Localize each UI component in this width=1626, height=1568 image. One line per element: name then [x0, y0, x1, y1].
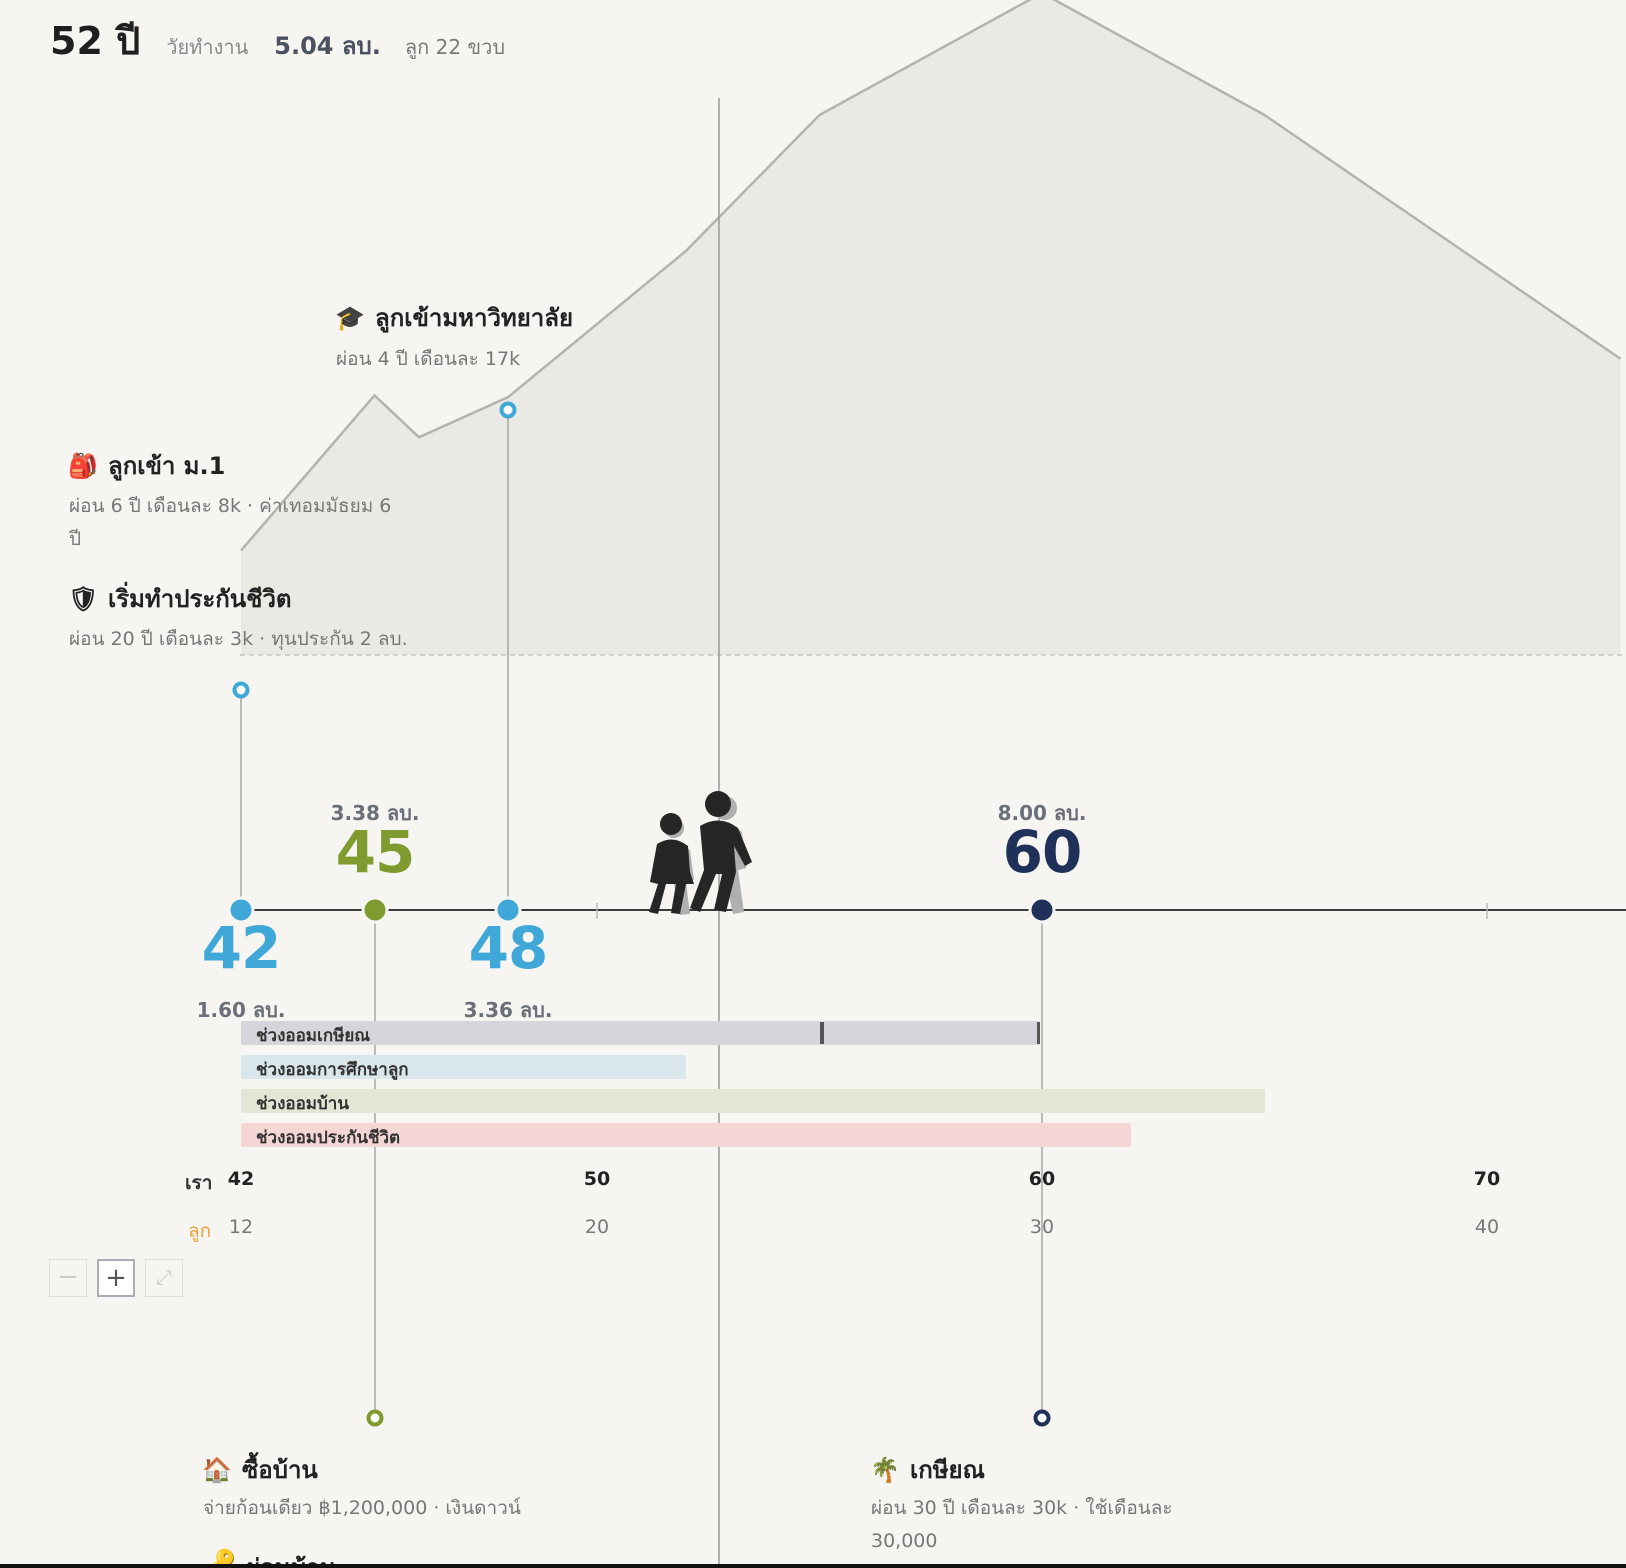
event-subtitle-house: จ่ายก้อนเดียว ฿1,200,000 · เงินดาวน์ — [203, 1497, 521, 1519]
event-title-retire[interactable]: 🌴 เกษียณ — [870, 1455, 985, 1485]
milestone-age-60: 60 — [1002, 818, 1083, 886]
current-amount: 5.04 ลบ. — [274, 32, 381, 60]
axis-tick-child: 12 — [228, 1216, 254, 1238]
walking-family-icon[interactable] — [649, 791, 752, 915]
milestone-dot-60[interactable] — [1028, 896, 1056, 924]
saving-bar-house[interactable] — [241, 1089, 1265, 1113]
zoom-out-button[interactable]: − — [49, 1259, 87, 1297]
backpack-icon: 🎒 — [68, 451, 98, 480]
expand-button[interactable]: ⤢ — [145, 1259, 183, 1297]
axis-tick-our: 42 — [227, 1168, 255, 1190]
event-subtitle-retire-1: ผ่อน 30 ปี เดือนละ 30k · ใช้เดือนละ — [871, 1497, 1173, 1519]
milestone-amount-42: 1.60 ลบ. — [196, 998, 286, 1022]
axis-tick-child: 20 — [584, 1216, 610, 1238]
bar-marker — [820, 1022, 824, 1044]
axis-tick-our: 50 — [583, 1168, 611, 1190]
event-title-house[interactable]: 🏠 ซื้อบ้าน — [202, 1455, 318, 1485]
bar-marker — [1037, 1022, 1040, 1044]
milestone-amount-45: 3.38 ลบ. — [330, 801, 420, 825]
wealth-area — [241, 0, 1621, 655]
milestone-dot-42[interactable] — [227, 896, 255, 924]
milestone-amount-60: 8.00 ลบ. — [997, 801, 1087, 825]
axis-tick-child: 40 — [1474, 1216, 1500, 1238]
event-subtitle-retire-2: 30,000 — [871, 1530, 938, 1552]
palm-tree-icon: 🌴 — [870, 1455, 900, 1484]
bottom-edge — [0, 1564, 1626, 1568]
house-icon: 🏠 — [202, 1455, 232, 1484]
milestone-amount-48: 3.36 ลบ. — [463, 998, 553, 1022]
life-phase: วัยทำงาน — [166, 35, 249, 59]
event-marker-retire[interactable] — [1033, 1409, 1051, 1427]
event-subtitle-secondary-2: ปี — [69, 528, 82, 550]
axis-child-label: ลูก — [188, 1220, 212, 1242]
milestone-dot-45[interactable] — [361, 896, 389, 924]
saving-bar-label: ช่วงออมการศึกษาลูก — [256, 1060, 409, 1080]
axis-tick-child: 30 — [1029, 1216, 1055, 1238]
wealth-line — [240, 0, 1622, 552]
event-marker-house[interactable] — [366, 1409, 384, 1427]
event-subtitle-insurance: ผ่อน 20 ปี เดือนละ 3k · ทุนประกัน 2 ลบ. — [69, 628, 408, 650]
event-title-insurance[interactable]: 🛡 เริ่มทำประกันชีวิต — [68, 584, 292, 614]
summary-header: 52 ปี วัยทำงาน 5.04 ลบ. ลูก 22 ขวบ — [50, 10, 506, 63]
saving-bar-label: ช่วงออมประกันชีวิต — [256, 1128, 401, 1148]
graduation-cap-icon: 🎓 — [335, 303, 365, 332]
event-title-next[interactable]: 🔑 ผ่อนบ้าน — [206, 1548, 336, 1566]
axis-our-label: เรา — [185, 1172, 213, 1194]
axis-tick-our: 70 — [1473, 1168, 1501, 1190]
saving-bar-label: ช่วงออมเกษียณ — [256, 1026, 371, 1046]
event-marker-insurance[interactable] — [232, 681, 250, 699]
event-title-university[interactable]: 🎓 ลูกเข้ามหาวิทยาลัย — [335, 303, 574, 333]
event-marker-university[interactable] — [499, 401, 517, 419]
current-age: 52 ปี — [50, 19, 141, 63]
saving-bar-label: ช่วงออมบ้าน — [256, 1094, 349, 1114]
child-age: ลูก 22 ขวบ — [404, 35, 506, 59]
key-icon: 🔑 — [206, 1548, 236, 1566]
milestone-dot-48[interactable] — [494, 896, 522, 924]
saving-bar-insurance[interactable] — [241, 1123, 1131, 1147]
shield-icon: 🛡 — [68, 584, 99, 613]
saving-bar-education[interactable] — [241, 1055, 686, 1079]
event-title-secondary[interactable]: 🎒 ลูกเข้า ม.1 — [68, 451, 226, 481]
saving-bar-retirement[interactable] — [241, 1021, 1040, 1045]
event-subtitle-university: ผ่อน 4 ปี เดือนละ 17k — [336, 348, 521, 370]
milestone-age-42: 42 — [201, 914, 282, 982]
axis-tick-our: 60 — [1028, 1168, 1056, 1190]
event-subtitle-secondary-1: ผ่อน 6 ปี เดือนละ 8k · ค่าเทอมมัธยม 6 — [69, 495, 392, 517]
milestone-age-48: 48 — [468, 914, 549, 982]
zoom-in-button[interactable]: + — [97, 1259, 135, 1297]
milestone-age-45: 45 — [335, 818, 416, 886]
